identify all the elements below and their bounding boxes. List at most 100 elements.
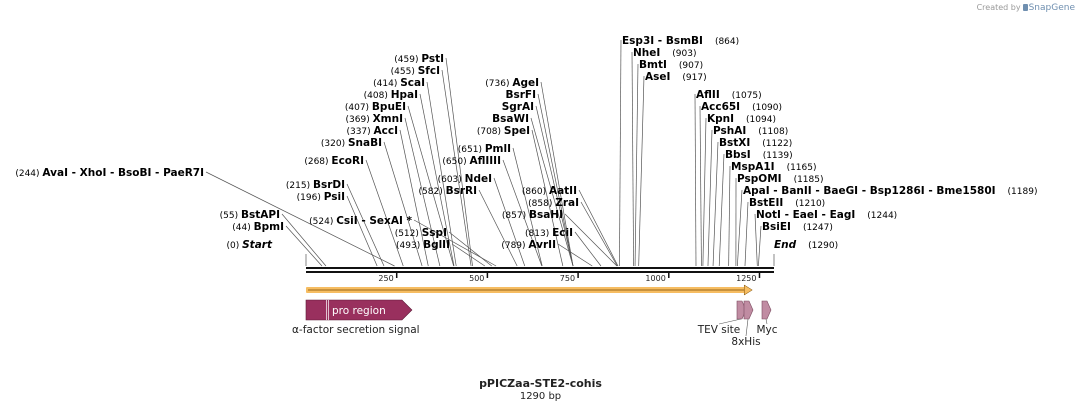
enzyme-name: BsrDI — [313, 179, 345, 191]
site-label: (736) AgeI — [485, 77, 539, 89]
enzyme-name: KpnI — [707, 113, 734, 125]
site-leader-line — [737, 189, 743, 267]
myc-connector — [765, 318, 768, 325]
site-leader-line — [281, 213, 327, 267]
site-leader-line — [531, 129, 564, 267]
site-label: (603) NdeI — [438, 173, 492, 185]
site-label: (369) XmnI — [346, 113, 403, 125]
site-label: (196) PsiI — [297, 191, 345, 203]
enzyme-name: PshAI — [713, 125, 746, 137]
enzyme-name: - EagI — [818, 209, 855, 221]
ruler-label: 250 — [378, 274, 393, 283]
enzyme-name: BglII — [423, 239, 450, 251]
site-label: BstXI (1122) — [719, 137, 792, 149]
site-label: MspA1I (1165) — [731, 161, 817, 173]
pro-region-hatch — [326, 300, 330, 320]
enzyme-name: - BaeGI — [812, 185, 858, 197]
enzyme-name: SnaBI — [348, 137, 382, 149]
site-label: BmtI (907) — [639, 59, 703, 71]
site-position: (582) — [419, 187, 446, 197]
site-position: (268) — [304, 157, 331, 167]
site-position: (650) — [442, 157, 469, 167]
orf-arrowhead — [743, 284, 753, 296]
enzyme-name: EciI — [552, 227, 573, 239]
site-label: KpnI (1094) — [707, 113, 776, 125]
site-label: (582) BsrRI — [419, 185, 478, 197]
site-position: (736) — [485, 79, 512, 89]
site-label: NheI (903) — [633, 47, 697, 59]
site-label: (414) ScaI — [373, 77, 425, 89]
site-label: (337) AccI — [346, 125, 398, 137]
site-position: (907) — [679, 61, 703, 71]
site-label: (244) AvaI - XhoI - BsoBI - PaeR7I — [15, 167, 204, 179]
enzyme-name: BbsI — [725, 149, 751, 161]
enzyme-name: NheI — [633, 47, 660, 59]
ruler-label: 500 — [469, 274, 484, 283]
site-label: (512) SspI — [395, 227, 447, 239]
enzyme-name: CsiI — [336, 215, 357, 227]
enzyme-name: ApaI — [743, 185, 770, 197]
site-position: (215) — [286, 181, 313, 191]
site-label: (268) EcoRI — [304, 155, 364, 167]
site-position: (320) — [321, 139, 348, 149]
site-label: BstEII (1210) — [749, 197, 825, 209]
site-leader-line — [365, 159, 404, 267]
enzyme-name: Esp3I — [622, 35, 654, 47]
site-position: (414) — [373, 79, 400, 89]
enzyme-name: ZraI — [555, 197, 579, 209]
enzyme-name: NdeI — [465, 173, 492, 185]
site-leader-line — [512, 147, 543, 267]
enzyme-name: AatII — [549, 185, 577, 197]
site-leader-line — [445, 57, 473, 267]
enzyme-name: BsiEI — [762, 221, 791, 233]
site-label: (320) SnaBI — [321, 137, 382, 149]
site-label: ApaI - BanII - BaeGI - Bsp1286I - Bme158… — [743, 185, 1037, 197]
enzyme-name: Acc65I — [701, 101, 740, 113]
enzyme-name: SgrAI — [502, 101, 534, 113]
site-label: Acc65I (1090) — [701, 101, 782, 113]
site-leader-line — [712, 141, 719, 267]
enzyme-name: BsrRI — [446, 185, 477, 197]
site-leader-line — [702, 117, 707, 267]
site-position: (1210) — [795, 199, 825, 209]
enzyme-name: BsaWI — [492, 113, 529, 125]
site-leader-line — [346, 183, 385, 267]
site-leader-line — [407, 105, 454, 267]
site-leader-line — [557, 243, 593, 267]
site-leader-line — [346, 195, 378, 267]
site-label: (789) AvrII — [501, 239, 556, 251]
myc-arrow — [761, 300, 772, 320]
enzyme-name: AseI — [645, 71, 670, 83]
enzyme-name: - PaeR7I — [151, 167, 204, 179]
enzyme-name: XmnI — [373, 113, 403, 125]
site-position: (903) — [672, 49, 696, 59]
site-position: (493) — [396, 241, 423, 251]
site-leader-line — [638, 75, 645, 267]
site-position: (244) — [15, 169, 42, 179]
site-leader-line — [744, 201, 749, 267]
enzyme-name: BpuEI — [372, 101, 406, 113]
enzyme-name: AflIIII — [469, 155, 501, 167]
site-label: End (1290) — [774, 239, 838, 251]
site-label: (407) BpuEI — [345, 101, 406, 113]
site-label: (0) Start — [227, 239, 273, 251]
site-label: (651) PmlI — [458, 143, 511, 155]
site-label: AflII (1075) — [696, 89, 762, 101]
enzyme-name: AvrII — [528, 239, 556, 251]
site-leader-line — [631, 51, 634, 267]
site-leader-line — [399, 129, 429, 267]
site-label: (408) HpaI — [364, 89, 418, 101]
enzyme-name: - SexAI * — [358, 215, 413, 227]
site-label: (650) AflIIII — [442, 155, 501, 167]
site-leader-line — [493, 177, 526, 267]
ruler-label: 1250 — [736, 274, 756, 283]
ruler-label: 1000 — [645, 274, 665, 283]
site-leader-line — [564, 213, 618, 267]
enzyme-name: PmlI — [485, 143, 511, 155]
site-leader-line — [448, 231, 492, 267]
snapgene-credit: Created by SnapGene — [977, 3, 1075, 13]
site-position: (1094) — [746, 115, 776, 125]
site-position: (1139) — [763, 151, 793, 161]
8xhis-arrow — [743, 300, 754, 320]
site-position: (860) — [522, 187, 549, 197]
